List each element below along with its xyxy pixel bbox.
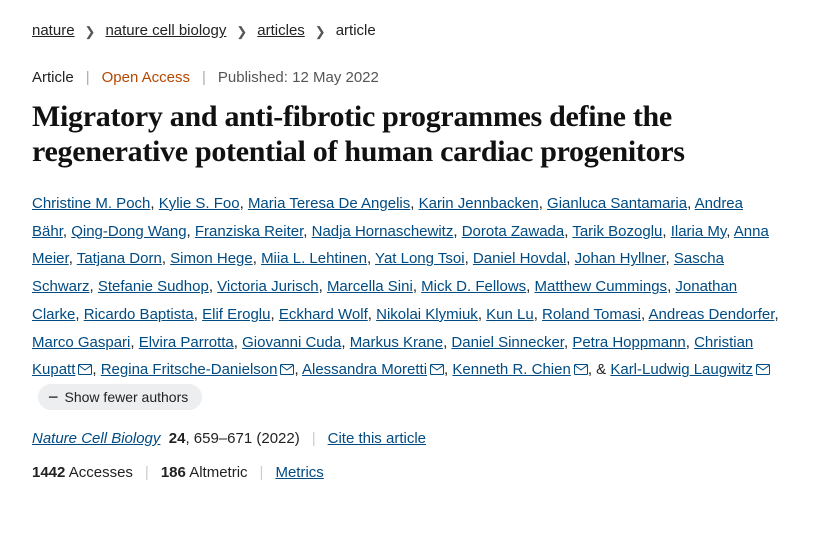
author-link[interactable]: Giovanni Cuda (242, 334, 341, 351)
separator: | (260, 462, 264, 485)
author-link[interactable]: Elif Eroglu (202, 306, 270, 323)
breadcrumb-link-nature[interactable]: nature (32, 20, 75, 43)
page-title: Migratory and anti-fibrotic programmes d… (32, 99, 782, 170)
author-link[interactable]: Tarik Bozoglu (572, 223, 662, 240)
breadcrumb-link-articles[interactable]: articles (257, 20, 305, 43)
separator: | (86, 67, 90, 90)
author-link[interactable]: Karin Jennbacken (419, 195, 539, 212)
separator: | (202, 67, 206, 90)
author-link[interactable]: Eckhard Wolf (279, 306, 368, 323)
author-link[interactable]: Kenneth R. Chien (452, 361, 570, 378)
author-link[interactable]: Ricardo Baptista (84, 306, 194, 323)
year: (2022) (256, 430, 299, 447)
author-link[interactable]: Franziska Reiter (195, 223, 303, 240)
author-link[interactable]: Roland Tomasi (542, 306, 641, 323)
minus-icon: − (48, 388, 59, 406)
citation-row: Nature Cell Biology 24, 659–671 (2022) |… (32, 428, 782, 451)
metrics-link[interactable]: Metrics (275, 462, 323, 485)
metrics-row: 1442 Accesses | 186 Altmetric | Metrics (32, 462, 782, 485)
author-link[interactable]: Tatjana Dorn (77, 250, 162, 267)
author-link[interactable]: Daniel Hovdal (473, 250, 566, 267)
altmetric-count: 186 (161, 464, 186, 481)
author-link[interactable]: Marcella Sini (327, 278, 413, 295)
author-list: Christine M. Poch, Kylie S. Foo, Maria T… (32, 190, 782, 414)
author-link[interactable]: Yat Long Tsoi (375, 250, 465, 267)
author-link[interactable]: Matthew Cummings (535, 278, 668, 295)
author-link[interactable]: Simon Hege (170, 250, 253, 267)
cite-article-link[interactable]: Cite this article (328, 428, 426, 451)
author-link[interactable]: Maria Teresa De Angelis (248, 195, 410, 212)
author-link[interactable]: Gianluca Santamaria (547, 195, 687, 212)
author-link[interactable]: Victoria Jurisch (217, 278, 318, 295)
meta-row: Article | Open Access | Published: 12 Ma… (32, 67, 782, 90)
author-link[interactable]: Qing-Dong Wang (71, 223, 186, 240)
author-link[interactable]: Marco Gaspari (32, 334, 130, 351)
mail-icon (280, 364, 294, 375)
author-link[interactable]: Ilaria My (671, 223, 727, 240)
author-link[interactable]: Mick D. Fellows (421, 278, 526, 295)
author-link[interactable]: Nikolai Klymiuk (376, 306, 478, 323)
author-link[interactable]: Regina Fritsche-Danielson (101, 361, 278, 378)
author-link[interactable]: Kylie S. Foo (159, 195, 240, 212)
pages: 659–671 (194, 430, 252, 447)
author-link[interactable]: Andreas Dendorfer (649, 306, 775, 323)
breadcrumb-current: article (336, 20, 376, 43)
breadcrumb-link-journal[interactable]: nature cell biology (105, 20, 226, 43)
open-access-badge: Open Access (102, 67, 190, 90)
author-link[interactable]: Christine M. Poch (32, 195, 150, 212)
author-link[interactable]: Elvira Parrotta (139, 334, 234, 351)
author-link[interactable]: Daniel Sinnecker (451, 334, 564, 351)
accesses-label: Accesses (69, 464, 133, 481)
author-link[interactable]: Johan Hyllner (575, 250, 666, 267)
show-fewer-authors-button[interactable]: −Show fewer authors (38, 384, 202, 410)
author-link[interactable]: Petra Hoppmann (572, 334, 685, 351)
separator: | (312, 428, 316, 451)
author-link[interactable]: Markus Krane (350, 334, 443, 351)
separator: | (145, 462, 149, 485)
mail-icon (430, 364, 444, 375)
breadcrumb: nature ❯ nature cell biology ❯ articles … (32, 20, 782, 43)
article-type: Article (32, 67, 74, 90)
mail-icon (574, 364, 588, 375)
chevron-right-icon: ❯ (85, 22, 96, 42)
author-link[interactable]: Stefanie Sudhop (98, 278, 209, 295)
author-link[interactable]: Dorota Zawada (462, 223, 565, 240)
chevron-right-icon: ❯ (315, 22, 326, 42)
altmetric-label: Altmetric (189, 464, 247, 481)
author-link[interactable]: Alessandra Moretti (302, 361, 427, 378)
chevron-right-icon: ❯ (236, 22, 247, 42)
accesses-count: 1442 (32, 464, 65, 481)
journal-link[interactable]: Nature Cell Biology (32, 430, 160, 447)
mail-icon (756, 364, 770, 375)
author-link[interactable]: Kun Lu (486, 306, 534, 323)
author-link[interactable]: Karl-Ludwig Laugwitz (610, 361, 753, 378)
author-link[interactable]: Nadja Hornaschewitz (312, 223, 454, 240)
mail-icon (78, 364, 92, 375)
author-link[interactable]: Miia L. Lehtinen (261, 250, 367, 267)
published-date: Published: 12 May 2022 (218, 67, 379, 90)
volume: 24 (169, 430, 186, 447)
